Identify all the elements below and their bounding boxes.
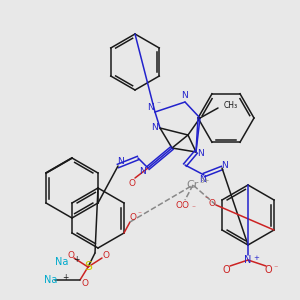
Text: +: + bbox=[253, 255, 259, 261]
Text: O: O bbox=[130, 214, 136, 223]
Text: N: N bbox=[117, 157, 123, 166]
Text: 3+: 3+ bbox=[200, 178, 210, 184]
Text: ⁻: ⁻ bbox=[191, 203, 195, 212]
Text: O: O bbox=[68, 251, 74, 260]
Text: N: N bbox=[220, 161, 227, 170]
Text: Na: Na bbox=[44, 275, 58, 285]
Text: O: O bbox=[128, 178, 136, 188]
Text: O: O bbox=[82, 280, 88, 289]
Text: CH₃: CH₃ bbox=[224, 101, 238, 110]
Text: +: + bbox=[73, 256, 79, 265]
Text: ⁻: ⁻ bbox=[274, 263, 278, 272]
Text: OO: OO bbox=[176, 202, 190, 211]
Text: N: N bbox=[140, 167, 146, 176]
Text: +: + bbox=[62, 274, 68, 283]
Text: N: N bbox=[199, 176, 206, 184]
Text: O: O bbox=[208, 199, 215, 208]
Text: Cr: Cr bbox=[187, 180, 199, 190]
Text: Na: Na bbox=[55, 257, 69, 267]
Text: N: N bbox=[196, 149, 203, 158]
Text: ⁻: ⁻ bbox=[156, 100, 160, 109]
Text: O: O bbox=[222, 265, 230, 275]
Text: ⁻: ⁻ bbox=[204, 194, 208, 203]
Text: O: O bbox=[103, 251, 110, 260]
Text: O: O bbox=[264, 265, 272, 275]
Text: N: N bbox=[147, 103, 153, 112]
Text: N: N bbox=[151, 124, 158, 133]
Text: ⁻: ⁻ bbox=[137, 209, 141, 218]
Text: S: S bbox=[84, 260, 92, 274]
Text: N: N bbox=[182, 92, 188, 100]
Text: N: N bbox=[244, 255, 252, 265]
